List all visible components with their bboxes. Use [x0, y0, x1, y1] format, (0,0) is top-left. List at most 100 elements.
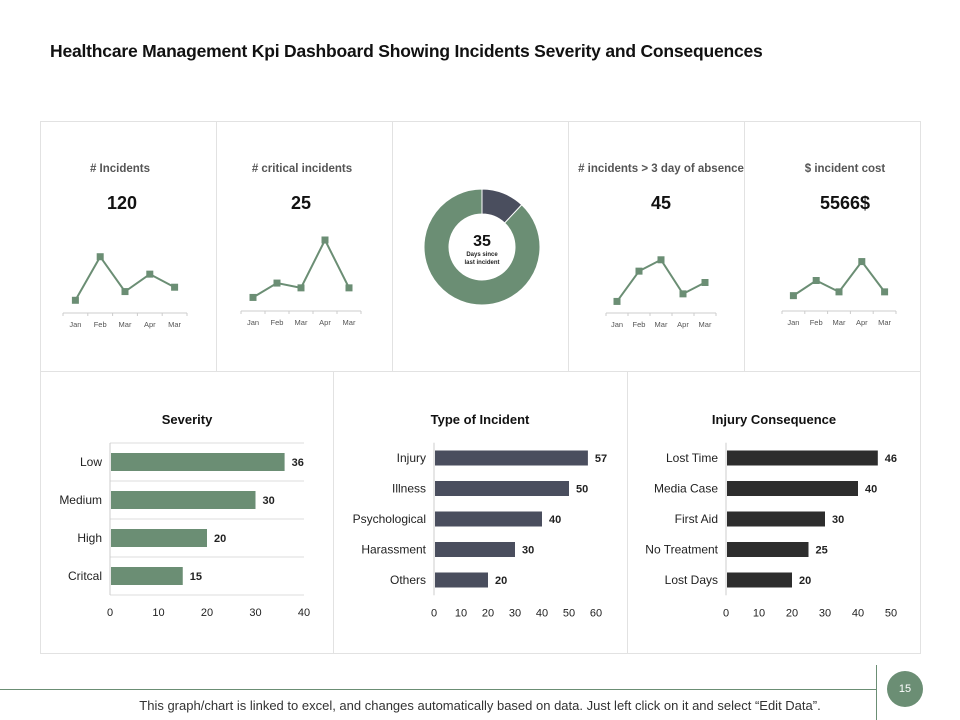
sparkline-point: [171, 283, 179, 291]
bar-category-label: Medium: [59, 493, 102, 507]
bar: [111, 529, 207, 547]
bar: [727, 542, 809, 557]
sparkline-point: [297, 284, 305, 292]
bar-tick-label: 0: [723, 607, 729, 619]
sparkline-point: [146, 270, 154, 278]
bar-tick-label: 30: [249, 607, 261, 619]
bar: [111, 491, 256, 509]
bar-category-label: High: [77, 531, 102, 545]
severity-title: Severity: [161, 412, 213, 427]
bar: [435, 542, 515, 557]
donut-label-line2: last incident: [464, 260, 499, 266]
sparkline-month-label: Jan: [611, 320, 623, 329]
bar-tick-label: 10: [753, 607, 765, 619]
sparkline-point: [858, 258, 866, 266]
sparkline-point: [812, 277, 820, 284]
kpi-critical-value: 25: [290, 193, 312, 213]
bar: [435, 572, 488, 588]
bar-tick-label: 0: [107, 607, 113, 619]
kpi-incidents-value: 120: [106, 193, 138, 213]
bar-value-label: 20: [495, 575, 507, 587]
sparkline-point: [321, 236, 329, 244]
bar-value-label: 36: [292, 457, 304, 469]
bar-tick-label: 50: [563, 607, 575, 619]
bar-value-label: 30: [522, 545, 534, 557]
bar-value-label: 20: [214, 533, 226, 545]
bar-tick-label: 10: [152, 607, 164, 619]
sparkline-point: [701, 279, 709, 286]
bar-value-label: 46: [885, 453, 897, 465]
kpi-divider: [216, 122, 217, 371]
sparkline-point: [613, 297, 621, 305]
sparkline-month-label: Mar: [168, 320, 181, 329]
kpi-incidents-label: # Incidents: [89, 163, 151, 175]
sparkline-point: [273, 279, 281, 287]
page-number: 15: [887, 671, 923, 707]
sparkline-point: [679, 290, 687, 298]
bar-category-label: Harassment: [361, 543, 426, 557]
injury-consequence-bar-chart: Lost Time 46 Media Case 40 First Aid 30 No Tre…: [645, 442, 897, 619]
sparkline-point: [835, 288, 843, 296]
donut-slices: [423, 188, 541, 306]
sparkline-month-label: Feb: [271, 318, 284, 327]
bar: [435, 450, 588, 466]
donut-slice-remaining: [423, 188, 541, 306]
bar: [111, 567, 183, 585]
bar-category-label: Illness: [392, 482, 426, 496]
sparkline-point: [249, 293, 257, 301]
sparkline-month-label: Mar: [833, 318, 846, 327]
bar-tick-label: 10: [455, 607, 467, 619]
bar-category-label: Lost Time: [666, 451, 718, 465]
bar-tick-label: 30: [509, 607, 521, 619]
sparkline-absence: Jan Feb Mar Apr Mar: [605, 256, 717, 329]
sparkline-month-label: Apr: [856, 318, 868, 327]
sparkline-month-label: Jan: [247, 318, 259, 327]
bar-value-label: 40: [549, 514, 561, 526]
bar-divider: [627, 372, 628, 653]
bar: [727, 450, 878, 466]
sparkline-month-label: Feb: [94, 320, 107, 329]
sparkline-point: [345, 284, 353, 292]
sparkline-point: [121, 288, 129, 296]
bar: [727, 511, 825, 527]
donut-value: 35: [473, 233, 491, 250]
bar: [435, 481, 569, 496]
bar-tick-label: 40: [852, 607, 864, 619]
bar-category-label: No Treatment: [645, 543, 718, 557]
footer-note: This graph/chart is linked to excel, and…: [139, 698, 821, 713]
kpi-divider: [744, 122, 745, 371]
footer-divider-vertical: [876, 665, 877, 720]
kpi-absence-label: # incidents > 3 day of absence: [578, 163, 744, 175]
bar-value-label: 25: [816, 545, 828, 557]
kpi-cost-value: 5566$: [819, 193, 871, 213]
sparkline-month-label: Mar: [343, 318, 356, 327]
kpi-divider: [568, 122, 569, 371]
bar-tick-label: 60: [590, 607, 602, 619]
sparkline-point: [96, 253, 104, 261]
sparkline-point: [881, 288, 889, 296]
sparkline-month-label: Jan: [787, 318, 799, 327]
bar-category-label: Low: [80, 455, 102, 469]
kpi-cost-label: $ incident cost: [804, 163, 886, 175]
sparkline-month-label: Apr: [319, 318, 331, 327]
sparkline-month-label: Apr: [144, 320, 156, 329]
bar-value-label: 30: [832, 514, 844, 526]
bar-tick-label: 20: [201, 607, 213, 619]
bar-tick-label: 20: [482, 607, 494, 619]
bar-divider: [333, 372, 334, 653]
kpi-divider: [392, 122, 393, 371]
bar-category-label: Critcal: [68, 569, 102, 583]
bar-tick-label: 0: [431, 607, 437, 619]
sparkline-incidents: Jan Feb Mar Apr Mar: [62, 253, 188, 329]
bar: [727, 572, 792, 588]
severity-bar-chart: Low 36 Medium 30 High 20 Critcal 15 0 10 20 30 40: [59, 442, 310, 619]
sparkline-point: [657, 256, 665, 264]
page-title: Healthcare Management Kpi Dashboard Show…: [50, 41, 763, 61]
bar: [727, 481, 858, 496]
bar-tick-label: 30: [819, 607, 831, 619]
sparkline-point: [789, 292, 797, 300]
bar-tick-label: 40: [536, 607, 548, 619]
donut-slice-days: [481, 188, 523, 224]
donut-label-line1: Days since: [466, 252, 498, 258]
sparkline-month-label: Mar: [699, 320, 712, 329]
